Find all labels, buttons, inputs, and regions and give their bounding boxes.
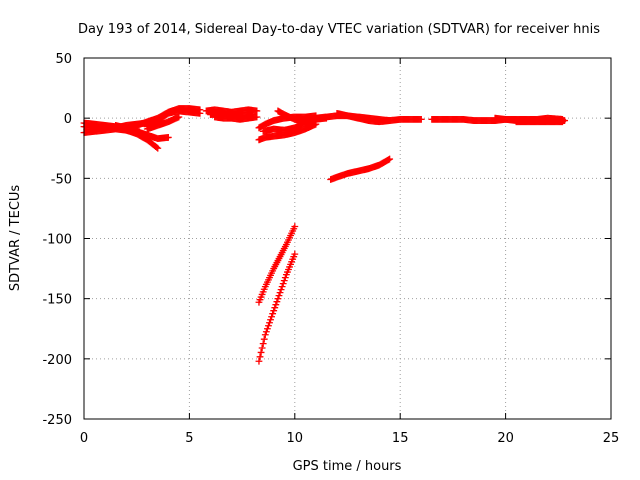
data-point — [175, 113, 183, 121]
data-series — [333, 109, 394, 126]
data-point — [417, 115, 425, 123]
data-point — [255, 357, 263, 365]
data-point — [261, 331, 269, 339]
data-point — [164, 134, 172, 141]
data-point — [291, 250, 299, 258]
x-tick-label: 5 — [185, 431, 193, 446]
data-series — [512, 118, 566, 126]
data-series — [133, 105, 204, 129]
chart-title: Day 193 of 2014, Sidereal Day-to-day VTE… — [78, 22, 600, 37]
y-tick-label: -50 — [51, 172, 72, 187]
data-point — [259, 340, 267, 347]
data-point — [280, 277, 288, 285]
data-point — [270, 307, 278, 315]
data-series — [327, 155, 394, 183]
data-series — [122, 126, 162, 152]
data-point — [272, 301, 280, 309]
data-points — [80, 105, 569, 365]
data-point — [273, 298, 281, 306]
y-tick-label: -200 — [42, 353, 72, 368]
y-axis-label: SDTVAR / TECUs — [8, 185, 23, 292]
y-tick-label: -150 — [42, 293, 72, 308]
data-point — [258, 344, 266, 352]
data-point — [559, 118, 566, 126]
data-point — [291, 223, 299, 230]
x-tick-label: 15 — [392, 431, 409, 446]
data-point — [256, 353, 264, 361]
y-tick-label: 50 — [55, 52, 72, 67]
data-point — [153, 144, 161, 151]
x-tick-label: 10 — [287, 431, 304, 446]
data-point — [278, 283, 286, 291]
data-point — [260, 335, 268, 343]
data-point — [257, 349, 265, 356]
data-point — [281, 274, 289, 282]
data-point — [279, 280, 287, 288]
y-tick-label: -100 — [42, 233, 72, 248]
data-point — [196, 109, 204, 117]
y-tick-label: -250 — [42, 413, 72, 428]
data-point — [269, 310, 277, 318]
x-axis-ticks: 0 5 10 15 20 25 — [80, 58, 619, 446]
data-point — [276, 289, 284, 297]
data-point — [386, 155, 394, 163]
data-point — [271, 304, 279, 312]
x-tick-label: 0 — [80, 431, 88, 446]
data-point — [265, 322, 272, 330]
x-tick-label: 20 — [497, 431, 514, 446]
x-axis-label: GPS time / hours — [293, 459, 402, 474]
x-tick-label: 25 — [603, 431, 620, 446]
data-point — [275, 292, 283, 300]
y-tick-label: 0 — [64, 112, 72, 127]
data-series — [211, 113, 261, 123]
data-point — [274, 295, 282, 303]
data-point — [267, 316, 274, 324]
data-point — [253, 113, 261, 121]
y-axis-ticks: 50 0 -50 -100 -150 -200 -250 — [42, 52, 611, 428]
data-point — [266, 319, 273, 327]
data-point — [253, 107, 261, 115]
data-series — [143, 113, 183, 133]
data-point — [386, 117, 394, 124]
data-series — [255, 223, 299, 306]
data-point — [154, 144, 162, 152]
data-point — [262, 328, 270, 336]
data-series — [255, 250, 299, 365]
data-point — [263, 325, 271, 333]
data-point — [277, 286, 285, 294]
data-point — [268, 313, 276, 321]
